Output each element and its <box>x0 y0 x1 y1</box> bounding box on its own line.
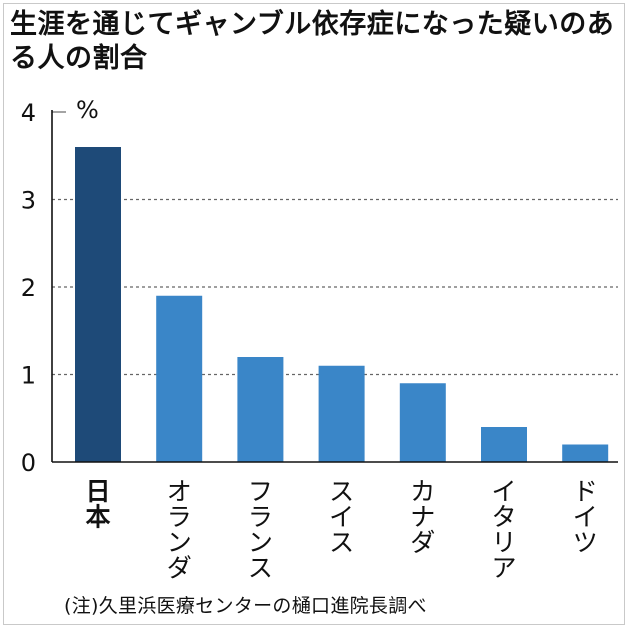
y-tick-label: 1 <box>21 362 36 390</box>
bar-3 <box>318 365 365 462</box>
bar-1 <box>156 295 203 462</box>
chart-frame <box>3 3 625 625</box>
y-tick-label: 0 <box>21 449 36 477</box>
bar-6 <box>562 444 609 462</box>
y-tick-label: 4 <box>21 99 36 127</box>
chart-title: 生涯を通じてギャンブル依存症になった疑いのある人の割合 <box>10 9 615 74</box>
gridlines <box>52 111 618 376</box>
category-label: ドイツ <box>573 477 598 557</box>
y-tick-label: 2 <box>21 274 36 302</box>
category-label: 日本 <box>85 477 110 532</box>
y-tick-label: 3 <box>21 187 36 215</box>
category-label: オランダ <box>167 477 192 583</box>
y-tick-labels: 0 1 2 3 4 <box>21 99 36 477</box>
bars <box>75 147 609 462</box>
axes <box>51 110 618 463</box>
bar-4 <box>399 383 446 462</box>
bar-5 <box>481 427 527 462</box>
bar-2 <box>237 357 284 462</box>
category-label: フランス <box>248 477 273 583</box>
category-label: スイス <box>329 477 354 557</box>
category-label: イタリア <box>491 477 516 583</box>
category-label: カナダ <box>410 477 435 557</box>
x-category-labels: 日本 オランダ フランス スイス カナダ イタリア ドイツ <box>85 477 597 583</box>
y-axis-unit: % <box>76 96 99 124</box>
bar-0 <box>75 147 121 462</box>
source-note: (注)久里浜医療センターの樋口進院長調べ <box>64 595 427 617</box>
